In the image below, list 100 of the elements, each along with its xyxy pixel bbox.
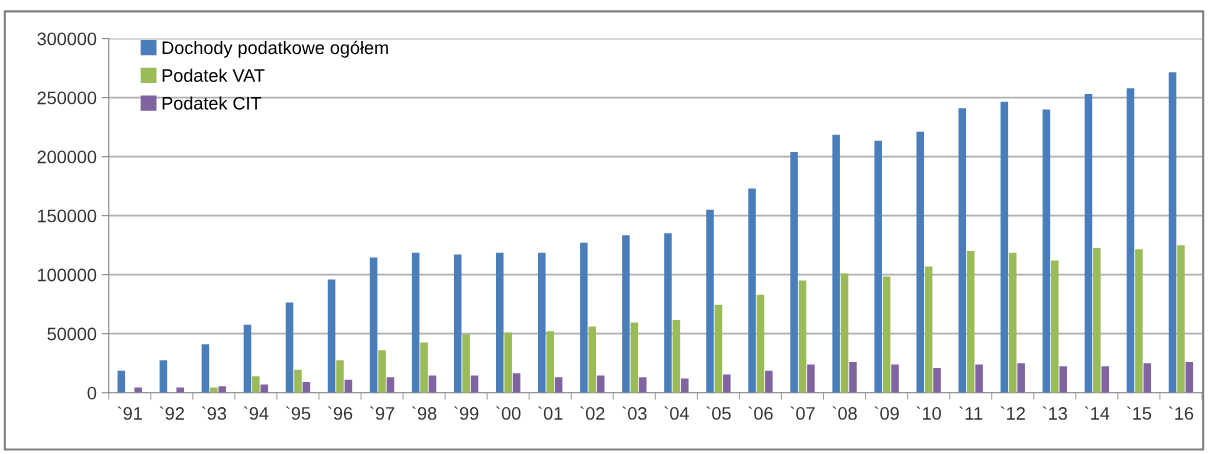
bar <box>495 252 504 393</box>
x-tick-label: `04 <box>664 406 689 420</box>
bar <box>1185 362 1194 393</box>
bar <box>201 344 210 393</box>
x-tick-label: `09 <box>874 406 899 420</box>
bar <box>672 320 681 393</box>
bar <box>756 294 765 393</box>
bar <box>622 235 630 393</box>
bar <box>210 387 218 393</box>
bar <box>369 257 378 393</box>
x-tick-label: `95 <box>285 406 311 420</box>
x-tick-label: `14 <box>1084 406 1110 420</box>
bar <box>1059 366 1067 393</box>
bar <box>1051 260 1059 393</box>
bar <box>554 377 563 393</box>
bar <box>891 364 899 393</box>
x-tick-label: `97 <box>369 406 395 420</box>
bar <box>916 131 925 393</box>
bar <box>420 342 428 393</box>
legend-label: Dochody podatkowe ogółem <box>162 40 388 58</box>
bar <box>294 369 302 393</box>
bar <box>874 140 882 393</box>
bar <box>1017 363 1025 393</box>
x-tick-label: `93 <box>201 406 227 420</box>
bar <box>765 370 773 393</box>
bar <box>706 209 714 393</box>
bar <box>252 376 260 393</box>
legend-label: Podatek CIT <box>162 96 262 110</box>
bar <box>159 360 168 393</box>
bar <box>1084 94 1093 393</box>
x-tick-label: `03 <box>622 406 647 420</box>
x-tick-label: `98 <box>411 406 437 420</box>
bar <box>1177 245 1185 393</box>
bar <box>386 377 395 393</box>
bar <box>790 151 798 393</box>
bar <box>176 387 184 393</box>
bar <box>1101 366 1110 393</box>
bar <box>546 331 555 393</box>
bar <box>218 386 227 393</box>
bar <box>538 252 546 393</box>
bar <box>378 350 386 393</box>
x-tick-label: `10 <box>916 406 941 420</box>
bar <box>1168 72 1177 393</box>
x-tick-label: `99 <box>454 406 479 420</box>
x-tick-label: `06 <box>748 406 773 420</box>
bar <box>327 279 336 393</box>
x-tick-label: `92 <box>159 406 184 420</box>
bar <box>1042 109 1051 393</box>
y-tick-label: 0 <box>87 386 97 400</box>
bar <box>638 377 647 393</box>
bar <box>462 334 470 393</box>
bar <box>680 378 689 393</box>
bar <box>832 134 840 393</box>
bar <box>588 326 597 393</box>
bar <box>849 362 857 393</box>
bar <box>798 280 807 393</box>
x-tick-label: `00 <box>496 406 521 420</box>
x-tick-label: `16 <box>1168 406 1194 420</box>
bar <box>966 251 975 393</box>
bar <box>1135 249 1143 393</box>
bar <box>958 108 967 393</box>
y-tick-label: 200000 <box>37 150 97 164</box>
x-tick-label: `94 <box>243 406 269 420</box>
bar <box>411 252 420 393</box>
bar <box>243 324 252 393</box>
x-tick-label: `13 <box>1042 406 1068 420</box>
x-tick-label: `07 <box>790 406 815 420</box>
bar <box>630 322 639 393</box>
y-tick-label: 150000 <box>38 209 97 223</box>
y-tick-label: 100000 <box>38 268 97 282</box>
x-tick-label: `05 <box>706 406 731 420</box>
y-tick-label: 50000 <box>47 327 97 341</box>
bar <box>285 302 294 393</box>
bar <box>1126 88 1135 393</box>
bar <box>664 233 672 393</box>
bar <box>714 304 723 393</box>
bar <box>134 387 142 393</box>
x-tick-label: `91 <box>117 406 142 420</box>
bar <box>807 364 815 393</box>
bar <box>723 374 731 393</box>
x-tick-label: `01 <box>538 406 563 420</box>
y-tick-label: 300000 <box>37 32 97 46</box>
x-tick-label: `15 <box>1126 406 1152 420</box>
bar <box>1008 252 1017 393</box>
bar <box>1000 101 1009 393</box>
bar <box>512 373 521 393</box>
bar <box>1093 248 1101 393</box>
legend-label: Podatek VAT <box>162 68 265 82</box>
x-tick-label: `12 <box>1000 406 1025 420</box>
bar <box>975 364 983 393</box>
x-tick-label: `08 <box>832 406 857 420</box>
bar <box>840 273 849 393</box>
bar <box>580 242 588 393</box>
bar <box>336 360 344 393</box>
bar <box>504 332 512 393</box>
bar <box>1143 363 1152 393</box>
bar <box>748 188 756 393</box>
y-tick-label: 250000 <box>37 91 97 105</box>
x-tick-label: `11 <box>959 406 983 420</box>
x-tick-label: `96 <box>327 406 353 420</box>
